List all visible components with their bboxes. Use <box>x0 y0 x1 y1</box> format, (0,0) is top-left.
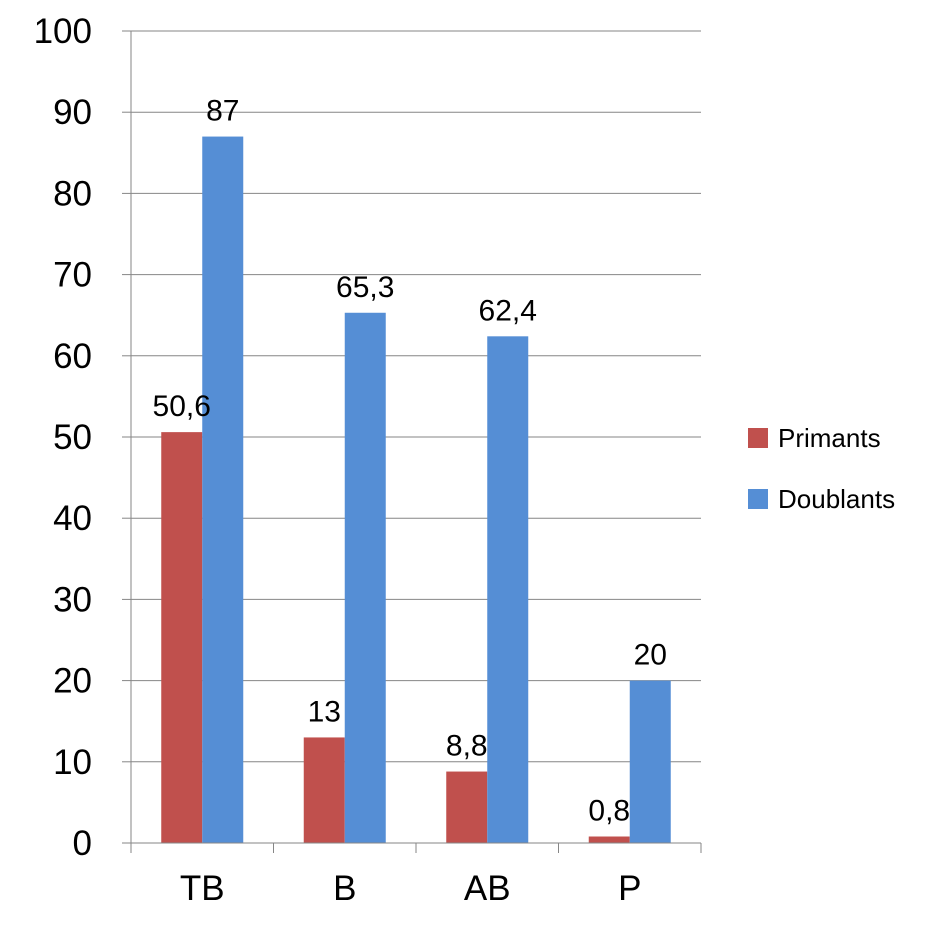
data-label: 62,4 <box>479 294 537 327</box>
bar-primants-ab <box>446 771 488 843</box>
axes: 0 10 20 30 40 50 60 70 80 90 100 TB B AB P <box>34 12 702 908</box>
bar-primants-b <box>303 737 345 843</box>
data-label: 0,8 <box>588 795 630 828</box>
bar-doublants-ab <box>487 336 529 843</box>
bar-doublants-tb <box>202 136 244 843</box>
y-tick-label: 100 <box>34 12 92 51</box>
legend-label: Primants <box>778 423 881 453</box>
y-tick-label: 50 <box>53 418 92 457</box>
bar-primants-p <box>588 836 630 843</box>
data-labels: 50,6 87 13 65,3 8,8 62,4 0,8 20 <box>153 95 667 828</box>
data-label: 8,8 <box>446 730 488 763</box>
y-tick-label: 70 <box>53 256 92 295</box>
x-tick-label: TB <box>180 869 225 908</box>
x-tick-label: P <box>618 869 641 908</box>
data-label: 87 <box>206 95 239 128</box>
y-tick-label: 0 <box>73 824 92 863</box>
data-label: 20 <box>634 639 667 672</box>
y-tick-label: 40 <box>53 499 92 538</box>
legend-label: Doublants <box>778 484 895 514</box>
y-tick-label: 10 <box>53 743 92 782</box>
y-tick-label: 60 <box>53 337 92 376</box>
legend-swatch-primants <box>748 428 768 448</box>
bars <box>161 136 671 843</box>
bar-doublants-b <box>344 312 386 843</box>
x-tick-label: B <box>333 869 356 908</box>
bar-primants-tb <box>161 432 203 843</box>
legend: Primants Doublants <box>748 423 895 514</box>
y-tick-label: 20 <box>53 662 92 701</box>
x-tick-label: AB <box>464 869 511 908</box>
data-label: 65,3 <box>336 271 394 304</box>
y-tick-label: 90 <box>53 93 92 132</box>
y-tick-label: 80 <box>53 174 92 213</box>
data-label: 50,6 <box>153 390 211 423</box>
legend-swatch-doublants <box>748 489 768 509</box>
data-label: 13 <box>308 695 341 728</box>
bar-doublants-p <box>629 680 671 843</box>
y-tick-label: 30 <box>53 580 92 619</box>
